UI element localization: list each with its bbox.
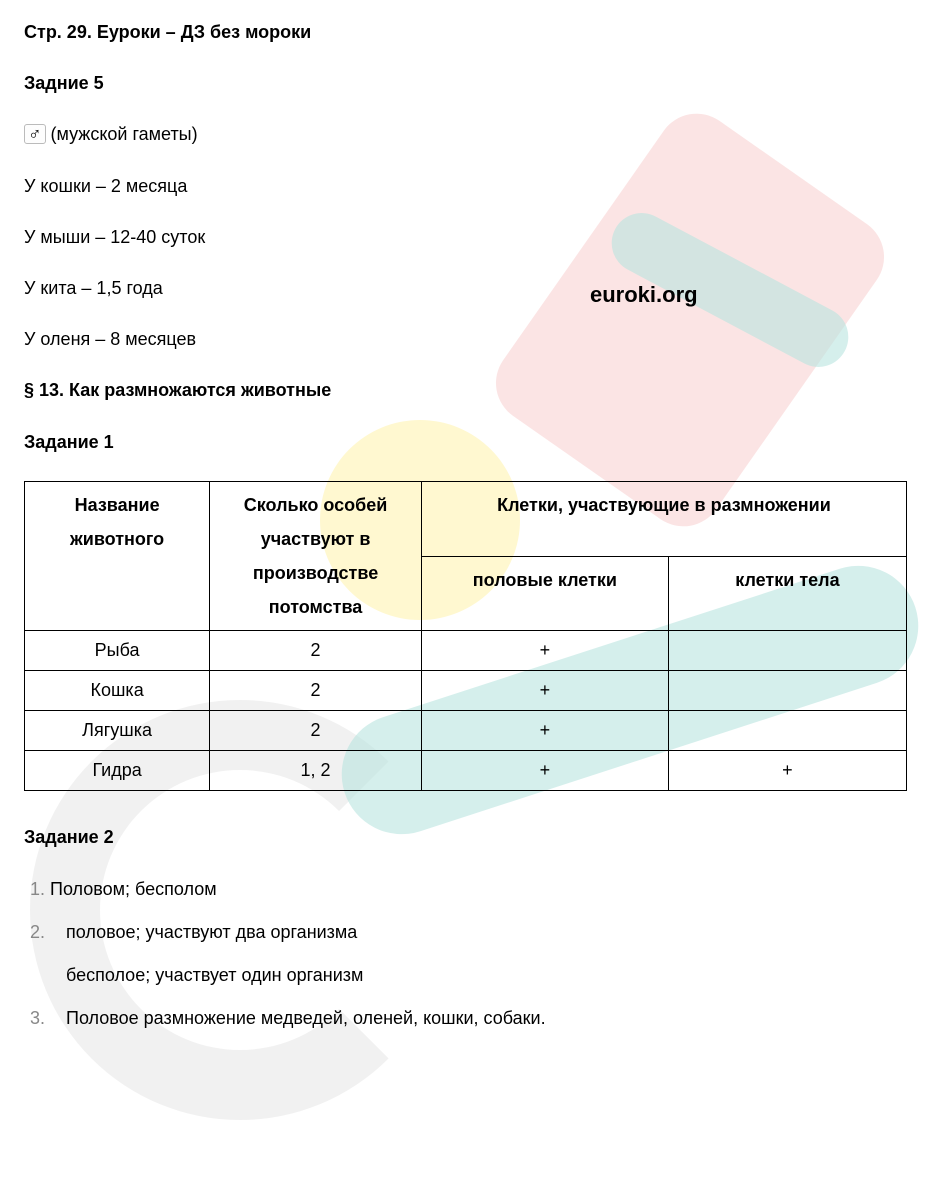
th-count: Сколько особей участвуют в производстве … [210, 481, 422, 631]
task5-heading: Задние 5 [24, 71, 907, 96]
cell-name: Рыба [25, 631, 210, 671]
cell-body: + [668, 751, 906, 791]
table-row: Рыба 2 + [25, 631, 907, 671]
list-item: Половое размножение медведей, оленей, ко… [50, 1006, 907, 1031]
task5-line: У мыши – 12-40 суток [24, 225, 907, 250]
male-symbol-icon: ♂ [24, 124, 46, 144]
table-row: Гидра 1, 2 + + [25, 751, 907, 791]
th-body-cells: клетки тела [668, 556, 906, 631]
task2-heading: Задание 2 [24, 825, 907, 850]
answer-text: бесполое; участвует один организм [66, 963, 907, 988]
cell-body [668, 711, 906, 751]
cell-body [668, 671, 906, 711]
page-title: Стр. 29. Еуроки – ДЗ без мороки [24, 20, 907, 45]
list-item: Половом; бесполом [50, 877, 907, 902]
th-sex-cells: половые клетки [421, 556, 668, 631]
gamete-line: ♂ (мужской гаметы) [24, 122, 907, 147]
th-cells: Клетки, участвующие в размножении [421, 481, 906, 556]
table-row: Лягушка 2 + [25, 711, 907, 751]
answer-text: половое; участвуют два организма [66, 920, 907, 945]
task1-heading: Задание 1 [24, 430, 907, 455]
cell-count: 1, 2 [210, 751, 422, 791]
task5-line: У кошки – 2 месяца [24, 174, 907, 199]
answer-text: Половом; бесполом [50, 879, 217, 899]
section13-heading: § 13. Как размножаются животные [24, 378, 907, 403]
brand-watermark-text: euroki.org [590, 280, 698, 311]
table-row: Кошка 2 + [25, 671, 907, 711]
cell-sex: + [421, 711, 668, 751]
cell-name: Лягушка [25, 711, 210, 751]
task2-list: Половом; бесполом половое; участвуют два… [24, 877, 907, 1032]
th-name: Название животного [25, 481, 210, 631]
task5-line: У оленя – 8 месяцев [24, 327, 907, 352]
reproduction-table: Название животного Сколько особей участв… [24, 481, 907, 792]
cell-name: Кошка [25, 671, 210, 711]
cell-sex: + [421, 671, 668, 711]
gamete-label: (мужской гаметы) [51, 124, 198, 144]
cell-sex: + [421, 631, 668, 671]
cell-sex: + [421, 751, 668, 791]
table-header-row: Название животного Сколько особей участв… [25, 481, 907, 556]
cell-count: 2 [210, 671, 422, 711]
list-item: половое; участвуют два организма бесполо… [50, 920, 907, 988]
table-body: Рыба 2 + Кошка 2 + Лягушка 2 + Гидра 1, … [25, 631, 907, 791]
task5-line: У кита – 1,5 года [24, 276, 907, 301]
cell-count: 2 [210, 631, 422, 671]
answer-text: Половое размножение медведей, оленей, ко… [66, 1006, 907, 1031]
cell-name: Гидра [25, 751, 210, 791]
cell-body [668, 631, 906, 671]
cell-count: 2 [210, 711, 422, 751]
